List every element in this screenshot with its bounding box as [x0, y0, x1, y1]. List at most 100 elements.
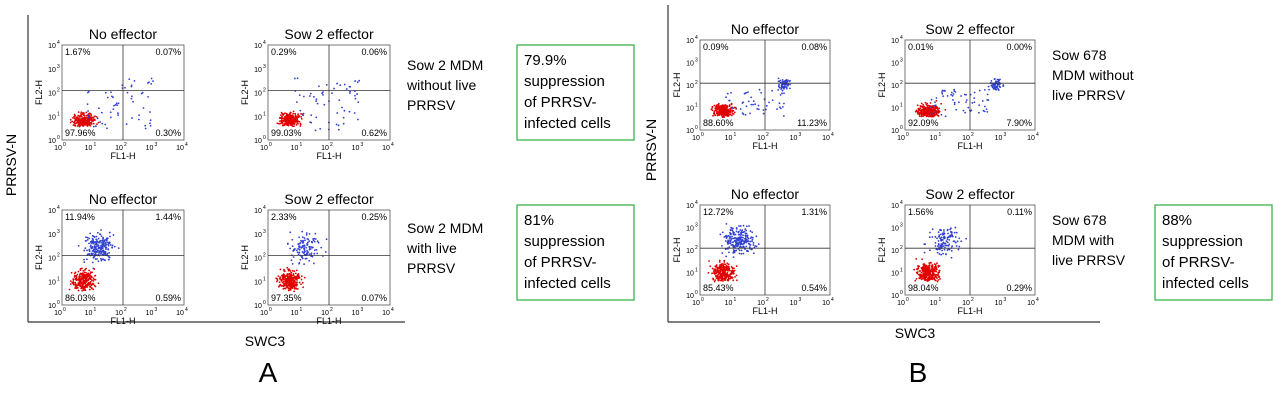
cell-dot	[149, 111, 151, 113]
cell-dot	[114, 103, 117, 106]
cell-dot	[734, 106, 737, 109]
tick-base: 10	[891, 106, 899, 113]
cell-dot	[100, 244, 102, 247]
cell-dot	[726, 271, 729, 274]
cell-dot	[988, 88, 990, 91]
cell-dot	[1002, 84, 1005, 86]
tick-exponent: 3	[1004, 297, 1007, 303]
cell-dot	[88, 249, 91, 252]
tick-base: 10	[254, 43, 262, 50]
cell-dot	[717, 279, 720, 282]
cell-dot	[279, 283, 282, 286]
cell-dot	[722, 263, 725, 266]
cell-dot	[745, 229, 748, 232]
cell-dot	[949, 228, 952, 231]
cell-dot	[712, 270, 715, 273]
cell-dot	[279, 276, 282, 279]
cell-dot	[290, 115, 293, 118]
cell-dot	[724, 248, 727, 251]
cell-dot	[973, 91, 976, 94]
cell-dot	[739, 225, 742, 227]
tick-base: 10	[822, 135, 830, 142]
cell-dot	[314, 232, 317, 235]
cell-dot	[303, 253, 306, 256]
cell-dot	[731, 235, 733, 238]
cell-dot	[89, 113, 92, 115]
cell-dot	[926, 106, 929, 109]
cell-dot	[308, 232, 311, 235]
cell-dot	[92, 267, 95, 270]
cell-dot	[945, 253, 947, 255]
cell-dot	[99, 121, 102, 123]
cell-dot	[306, 249, 308, 252]
cell-dot	[349, 90, 351, 93]
cell-dot	[100, 259, 103, 262]
cell-dot	[956, 240, 959, 243]
cell-dot	[281, 119, 283, 122]
cell-dot	[722, 266, 725, 269]
cell-dot	[745, 225, 748, 228]
cell-dot	[728, 251, 730, 254]
cell-dot	[77, 289, 80, 292]
quadrant-percent: 85.43%	[703, 283, 734, 293]
result-text: of PRRSV-	[524, 94, 597, 111]
cell-dot	[731, 241, 734, 244]
cell-dot	[742, 252, 745, 255]
cell-dot	[741, 229, 744, 232]
cell-dot	[932, 111, 935, 114]
tick-exponent: 3	[263, 229, 266, 235]
cell-dot	[724, 263, 727, 266]
tick-base: 10	[260, 310, 268, 317]
cell-dot	[938, 269, 941, 272]
x-channel-label: FL1-H	[752, 306, 777, 316]
cell-dot	[291, 245, 294, 247]
cell-dot	[730, 244, 733, 246]
cell-dot	[997, 80, 1000, 83]
tick-exponent: 3	[57, 229, 60, 235]
cell-dot	[80, 285, 83, 288]
x-axis-label: SWC3	[245, 333, 286, 349]
cell-dot	[282, 276, 285, 279]
cell-dot	[313, 249, 316, 252]
tick-exponent: 1	[94, 307, 97, 313]
row-description: with live	[406, 240, 457, 256]
cell-dot	[96, 249, 99, 252]
cell-dot	[291, 238, 294, 241]
cell-dot	[736, 279, 738, 282]
cell-dot	[280, 111, 283, 114]
cell-dot	[724, 110, 727, 113]
cell-dot	[92, 288, 95, 291]
cell-dot	[926, 270, 928, 273]
cell-dot	[715, 104, 718, 107]
cell-dot	[752, 244, 755, 246]
cell-dot	[74, 284, 77, 287]
tick-exponent: 0	[900, 125, 903, 131]
quadrant-percent: 92.09%	[908, 118, 939, 128]
cell-dot	[292, 110, 295, 113]
tick-base: 10	[686, 38, 694, 45]
tick-base: 10	[115, 145, 123, 152]
cell-dot	[111, 244, 114, 247]
quadrant-percent: 7.90%	[1006, 118, 1032, 128]
cell-dot	[718, 261, 721, 263]
tick-exponent: 0	[263, 135, 266, 141]
cell-dot	[915, 277, 918, 280]
cell-dot	[930, 109, 933, 112]
cell-dot	[937, 274, 939, 277]
cell-dot	[919, 273, 922, 276]
cell-dot	[78, 120, 81, 123]
cell-dot	[718, 259, 721, 262]
quadrant-percent: 2.33%	[271, 212, 297, 222]
cell-dot	[282, 273, 285, 276]
cell-dot	[740, 239, 743, 241]
tick-exponent: 0	[900, 290, 903, 296]
cell-dot	[79, 273, 82, 275]
tick-exponent: 3	[361, 307, 364, 313]
cell-dot	[914, 279, 917, 282]
cell-dot	[83, 271, 86, 274]
tick-base: 10	[291, 310, 299, 317]
cell-dot	[958, 237, 961, 240]
cell-dot	[100, 235, 103, 238]
tick-base: 10	[692, 300, 700, 307]
